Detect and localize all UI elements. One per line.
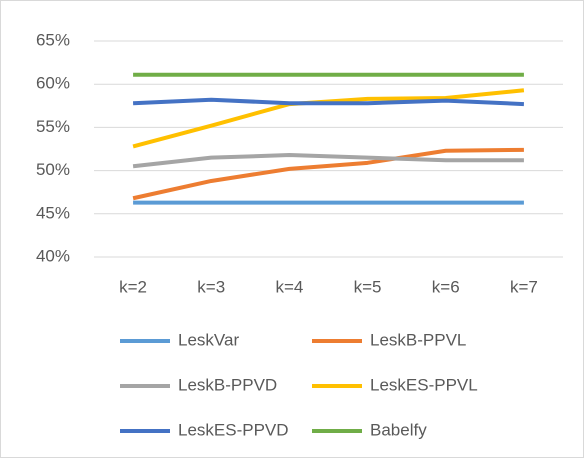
y-tick-label: 65%	[36, 30, 70, 49]
legend-label: LeskES-PPVL	[370, 375, 478, 394]
legend-label: Babelfy	[370, 420, 427, 439]
y-tick-label: 40%	[36, 246, 70, 265]
x-tick-label: k=5	[354, 277, 382, 296]
series-line	[132, 97, 525, 107]
y-tick-label: 60%	[36, 74, 70, 93]
x-tick-label: k=3	[197, 277, 225, 296]
x-tick-label: k=4	[275, 277, 303, 296]
series-line	[132, 153, 524, 169]
legend-label: LeskB-PPVL	[370, 330, 466, 349]
legend-label: LeskB-PPVD	[178, 375, 277, 394]
legend-label: LeskVar	[178, 330, 239, 349]
y-tick-label: 45%	[36, 203, 70, 222]
x-tick-label: k=7	[510, 277, 538, 296]
legend-label: LeskES-PPVD	[178, 420, 289, 439]
y-tick-label: 50%	[36, 160, 70, 179]
series-line	[132, 147, 524, 201]
x-tick-label: k=6	[432, 277, 460, 296]
x-tick-label: k=2	[119, 277, 147, 296]
y-tick-label: 55%	[36, 117, 70, 136]
